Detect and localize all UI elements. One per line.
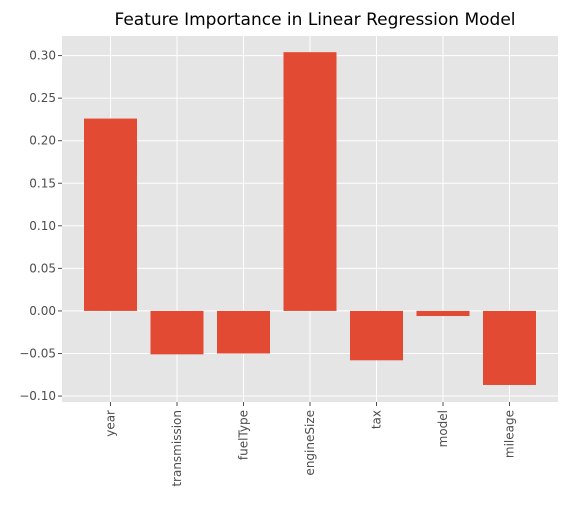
x-tick-label: mileage — [503, 410, 517, 458]
bar-transmission — [150, 310, 204, 355]
bar-fuelType — [217, 310, 270, 354]
bar-tax — [350, 310, 403, 361]
y-tick-labels: −0.10 −0.05 0.00 0.05 0.10 0.15 0.20 0.25 0.30 — [19, 49, 62, 403]
y-tick-label: 0.30 — [29, 49, 56, 63]
y-tick-label: −0.10 — [19, 389, 56, 403]
bar-mileage — [483, 310, 536, 385]
y-tick-label: 0.00 — [29, 304, 56, 318]
x-tick-label: model — [436, 410, 450, 447]
y-tick-label: 0.10 — [29, 219, 56, 233]
x-tick-label: tax — [370, 410, 384, 429]
y-tick-label: 0.25 — [29, 91, 56, 105]
bar-year — [84, 118, 137, 311]
bar-engineSize — [283, 52, 337, 311]
chart-title: Feature Importance in Linear Regression … — [114, 10, 515, 30]
x-tick-label: transmission — [170, 410, 184, 487]
x-tick-label: year — [104, 410, 118, 437]
x-tick-label: engineSize — [303, 410, 317, 476]
y-tick-label: 0.20 — [29, 134, 56, 148]
bars — [84, 52, 536, 385]
x-tick-labels: year transmission fuelType engineSize tax mod… — [104, 402, 517, 487]
x-tick-label: fuelType — [237, 410, 251, 460]
y-tick-label: 0.05 — [29, 261, 56, 275]
y-tick-label: 0.15 — [29, 176, 56, 190]
y-tick-label: −0.05 — [19, 346, 56, 360]
bar-model — [416, 310, 470, 317]
